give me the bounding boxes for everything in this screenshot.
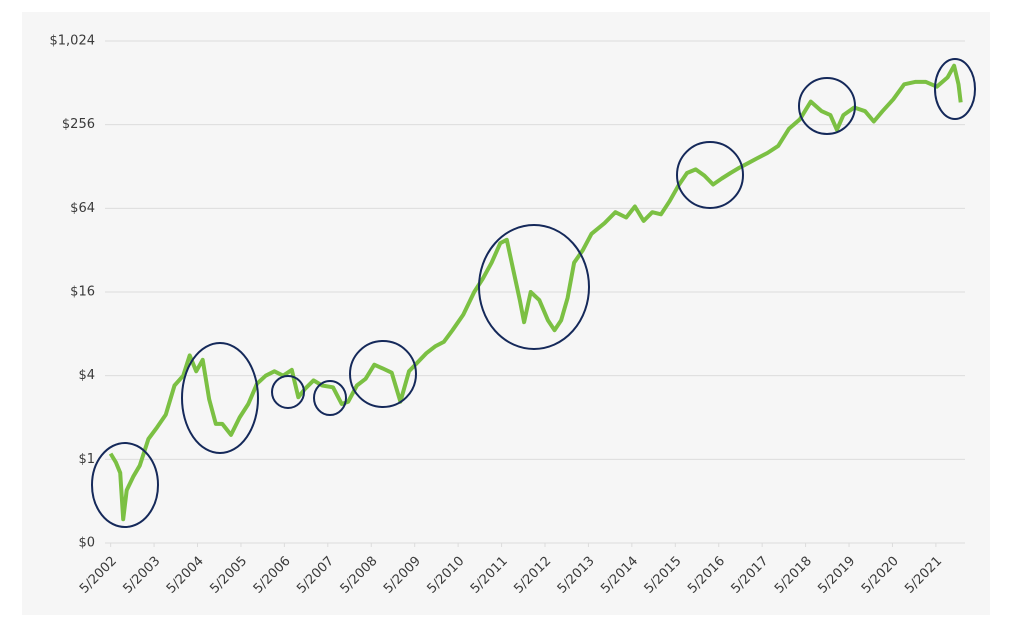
highlight-circle: [798, 77, 856, 135]
y-tick-label: $0: [78, 536, 95, 551]
highlight-circle: [181, 342, 259, 454]
highlight-circle: [349, 340, 417, 408]
series: [108, 63, 963, 522]
annotation-circles: [91, 58, 976, 528]
y-tick-label: $1: [78, 452, 95, 467]
plot-background: [22, 12, 990, 615]
y-tick-label: $64: [70, 201, 95, 216]
y-tick-label: $16: [70, 285, 95, 300]
highlight-circle: [313, 380, 347, 416]
y-tick-label: $1,024: [50, 34, 96, 49]
highlight-circle: [676, 141, 744, 209]
data-line: [108, 63, 963, 522]
highlight-circle: [934, 58, 976, 120]
highlight-circle: [91, 442, 159, 528]
highlight-circle: [271, 375, 305, 409]
y-tick-label: $4: [78, 368, 95, 383]
grid: [105, 40, 965, 547]
highlight-circle: [478, 224, 590, 350]
y-tick-label: $256: [62, 117, 95, 132]
